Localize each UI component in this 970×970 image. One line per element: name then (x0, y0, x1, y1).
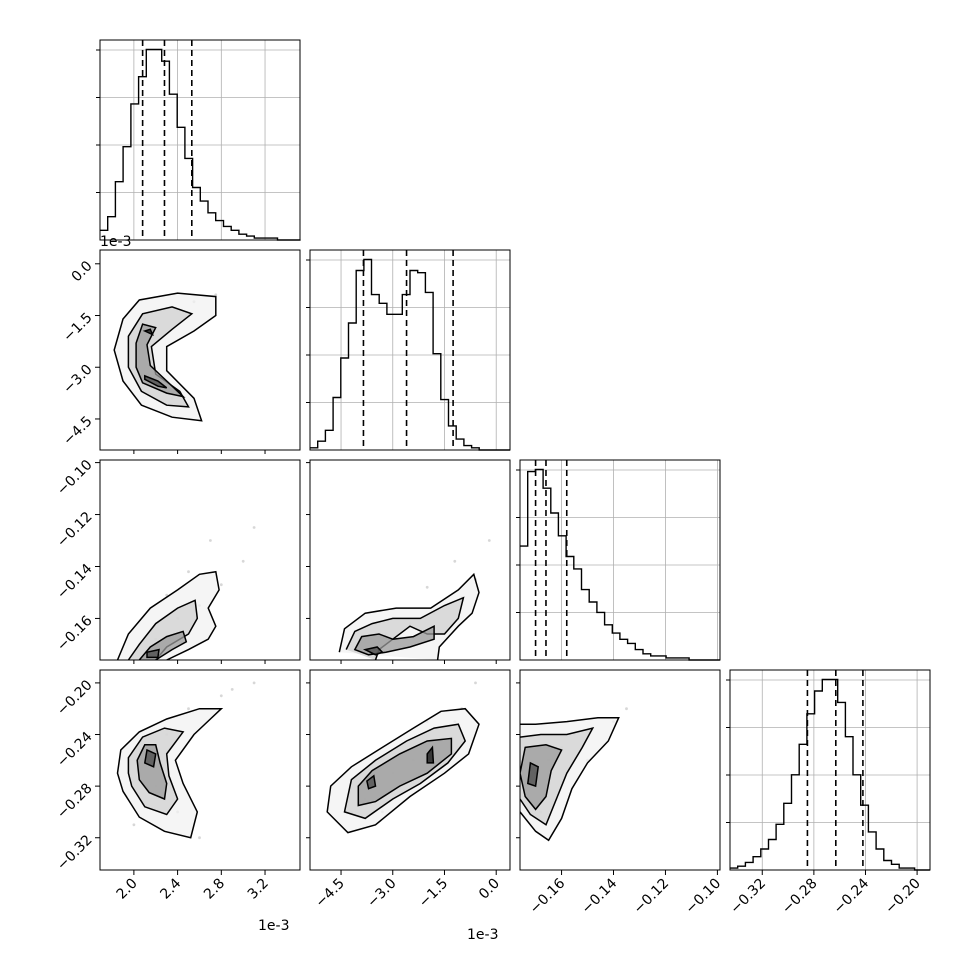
histogram-0 (96, 39, 301, 241)
scatter-point (230, 688, 234, 691)
panel-frame (729, 669, 931, 871)
panel-3-2 (519, 669, 721, 871)
scatter-point (625, 707, 628, 711)
tick-label: −1.5 (60, 310, 95, 345)
tick-label: −0.14 (54, 561, 96, 603)
panel-2-1 (309, 459, 511, 661)
panel-2-0 (99, 459, 301, 661)
histogram-2 (516, 459, 721, 661)
contour-level (526, 761, 540, 788)
scatter-point (209, 539, 212, 542)
tick-label: −0.28 (54, 780, 96, 822)
tick-label: 2.0 (114, 876, 141, 903)
tick-label: −0.10 (54, 457, 96, 499)
tick-label: 2.8 (201, 876, 228, 903)
panel-1-0 (99, 249, 301, 451)
scatter-point (453, 559, 457, 563)
scatter-point (198, 836, 201, 840)
panel-frame (519, 669, 721, 871)
contour-level (426, 745, 435, 764)
tick-label: 3.2 (245, 876, 272, 903)
tick-label: −0.12 (631, 876, 673, 918)
contour-level (142, 328, 154, 336)
tick-label: −0.32 (54, 832, 96, 874)
histogram-3 (726, 669, 931, 871)
tick-label: −0.16 (54, 613, 96, 655)
contour-level (520, 744, 563, 811)
panel-frame (519, 459, 721, 661)
contour-level (362, 646, 384, 656)
tick-label: −0.20 (882, 876, 924, 918)
contour-level (144, 374, 168, 389)
panel-frame (309, 249, 511, 451)
contour-level (366, 774, 377, 790)
tick-label: −0.32 (727, 876, 769, 918)
contour-level (146, 648, 160, 659)
contour-level (136, 744, 168, 801)
tick-label: −3.0 (364, 876, 399, 911)
tick-label: 0.0 (69, 258, 96, 285)
scatter-point (219, 583, 223, 587)
scatter-point (132, 823, 136, 827)
panel-frame (99, 39, 301, 241)
tick-label: 2.4 (157, 875, 184, 902)
panel-frame (309, 669, 511, 871)
tick-label: −3.0 (60, 362, 95, 397)
tick-label: −0.24 (54, 729, 96, 771)
offset-label-y: 1e-3 (100, 234, 131, 250)
panel-3-1 (309, 669, 511, 871)
histogram-step (730, 678, 930, 871)
tick-label: 0.0 (476, 876, 503, 903)
offset-label-x: 1e-3 (258, 918, 289, 934)
scatter-point (241, 559, 245, 563)
tick-label: −0.24 (831, 875, 873, 917)
scatter-point (487, 539, 491, 542)
scatter-point (425, 585, 429, 589)
scatter-point (252, 681, 256, 685)
tick-label: −4.5 (60, 413, 95, 448)
panel-3-0 (99, 669, 301, 871)
scatter-point (252, 526, 256, 529)
offset-label-x: 1e-3 (467, 927, 498, 943)
tick-label: −0.14 (579, 875, 621, 917)
scatter-point (214, 293, 218, 297)
tick-label: −0.12 (54, 509, 96, 551)
histogram-step (520, 468, 720, 661)
tick-label: −0.28 (779, 876, 821, 918)
panel-frame (99, 669, 301, 871)
panel-frame (309, 459, 511, 661)
tick-label: −0.20 (54, 677, 96, 719)
scatter-point (474, 681, 477, 685)
tick-label: −0.16 (527, 875, 569, 917)
panel-frame (99, 249, 301, 451)
histogram-step (100, 48, 301, 241)
tick-label: −4.5 (313, 876, 348, 911)
scatter-point (219, 694, 223, 698)
tick-label: −1.5 (416, 876, 451, 911)
histogram-1 (306, 249, 511, 451)
panel-frame (99, 459, 301, 661)
scatter-point (187, 707, 190, 711)
contour-level (143, 748, 157, 768)
scatter-point (187, 570, 190, 574)
tick-label: −0.10 (683, 876, 725, 918)
